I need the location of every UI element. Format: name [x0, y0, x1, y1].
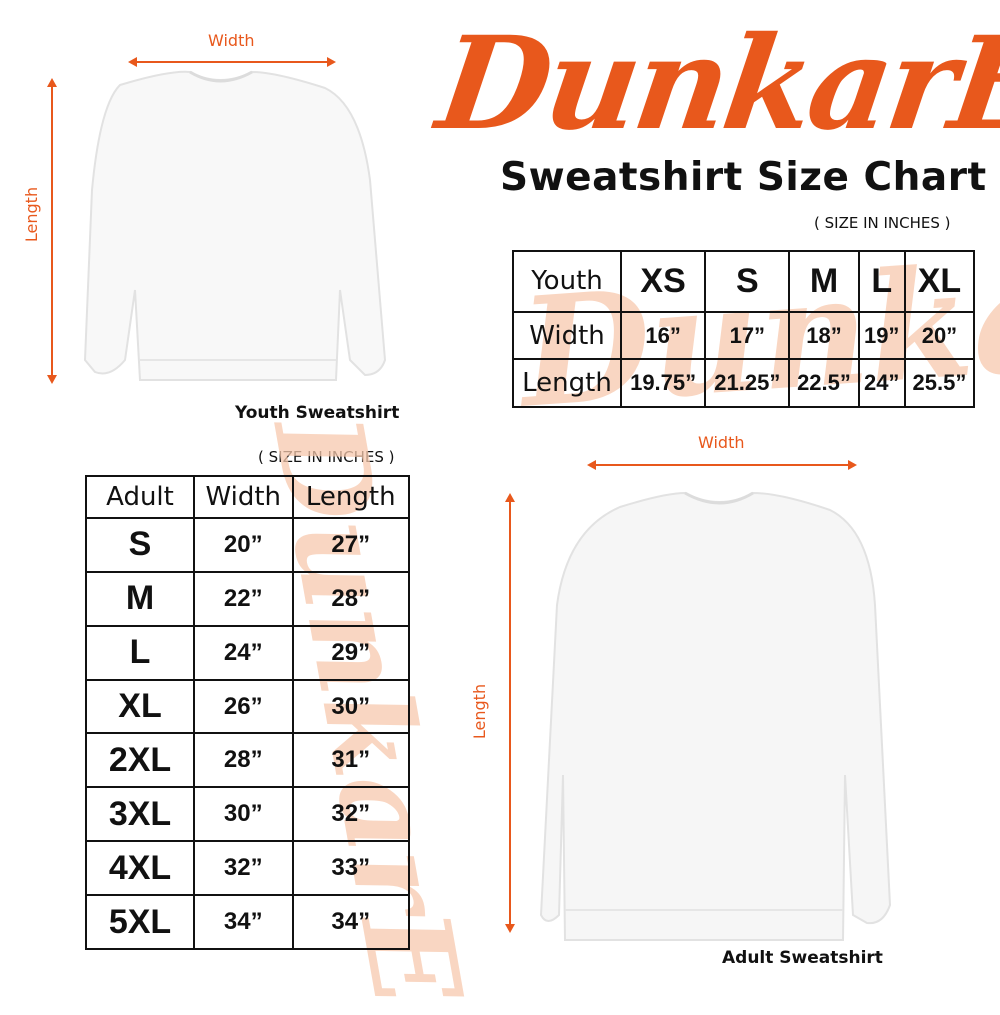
column-header: M — [788, 250, 860, 313]
table-row: 3XL 30” 32” — [85, 786, 411, 843]
row-header: Width — [512, 310, 622, 361]
header-row: Adult Width Length — [85, 474, 411, 520]
adult-length-arrow — [505, 493, 515, 933]
table-cell: 16” — [619, 310, 707, 361]
adult-caption: Adult Sweatshirt — [722, 948, 883, 968]
adult-size-table: Adult Width Length S 20” 27” M 22” 28” L 24” 29” XL 2… — [85, 474, 411, 950]
table-cell: 18” — [788, 310, 860, 361]
table-cell: 34” — [291, 894, 411, 950]
table-row: S 20” 27” — [85, 517, 411, 573]
row-header: XL — [85, 678, 195, 735]
table-cell: 33” — [291, 840, 411, 897]
table-cell: 32” — [193, 840, 294, 897]
row-header: Length — [512, 358, 622, 408]
youth-sweatshirt-image — [83, 70, 387, 381]
table-cell: 19” — [857, 310, 906, 361]
youth-unit-note: ( SIZE IN INCHES ) — [814, 214, 951, 232]
adult-sweatshirt-image — [539, 491, 892, 941]
row-header: L — [85, 624, 195, 681]
table-cell: 27” — [291, 517, 411, 573]
row-header: 4XL — [85, 840, 195, 897]
table-cell: 30” — [193, 786, 294, 843]
adult-length-label: Length — [470, 683, 490, 740]
youth-caption: Youth Sweatshirt — [235, 403, 400, 423]
table-cell: 19.75” — [619, 358, 707, 408]
table-cell: 24” — [857, 358, 906, 408]
page-title: Sweatshirt Size Chart — [500, 155, 987, 200]
table-row: Width 16” 17” 18” 19” 20” — [512, 310, 976, 361]
table-cell: 29” — [291, 624, 411, 681]
column-header: Adult — [85, 474, 195, 520]
table-cell: 32” — [291, 786, 411, 843]
table-row: 5XL 34” 34” — [85, 894, 411, 950]
table-cell: 17” — [704, 310, 791, 361]
table-cell: 24” — [193, 624, 294, 681]
table-row: M 22” 28” — [85, 570, 411, 627]
column-header: Youth — [512, 250, 622, 313]
table-cell: 20” — [193, 517, 294, 573]
table-row: 4XL 32” 33” — [85, 840, 411, 897]
row-header: 5XL — [85, 894, 195, 950]
table-row: 2XL 28” 31” — [85, 732, 411, 789]
row-header: 3XL — [85, 786, 195, 843]
youth-length-label: Length — [22, 186, 42, 243]
table-cell: 25.5” — [903, 358, 976, 408]
table-cell: 21.25” — [704, 358, 791, 408]
column-header: Width — [193, 474, 294, 520]
brand-logo: DunkarE — [429, 9, 1000, 159]
youth-length-arrow — [47, 78, 57, 384]
adult-width-arrow — [587, 460, 857, 470]
table-row: Length 19.75” 21.25” 22.5” 24” 25.5” — [512, 358, 976, 408]
table-cell: 28” — [291, 570, 411, 627]
header-row: Youth XS S M L XL — [512, 250, 976, 313]
table-cell: 20” — [903, 310, 976, 361]
table-row: L 24” 29” — [85, 624, 411, 681]
table-cell: 22.5” — [788, 358, 860, 408]
table-cell: 30” — [291, 678, 411, 735]
table-row: XL 26” 30” — [85, 678, 411, 735]
table-cell: 34” — [193, 894, 294, 950]
column-header: L — [857, 250, 906, 313]
row-header: M — [85, 570, 195, 627]
youth-width-arrow — [128, 57, 336, 67]
table-cell: 22” — [193, 570, 294, 627]
youth-width-label: Width — [208, 31, 255, 50]
column-header: XL — [903, 250, 976, 313]
adult-unit-note: ( SIZE IN INCHES ) — [258, 448, 395, 466]
table-cell: 31” — [291, 732, 411, 789]
column-header: S — [704, 250, 791, 313]
youth-size-table: Youth XS S M L XL Width 16” 17” 18” 19” 20” Length 19… — [512, 250, 976, 408]
row-header: 2XL — [85, 732, 195, 789]
adult-width-label: Width — [698, 433, 745, 452]
table-cell: 26” — [193, 678, 294, 735]
row-header: S — [85, 517, 195, 573]
column-header: Length — [291, 474, 411, 520]
column-header: XS — [619, 250, 707, 313]
table-cell: 28” — [193, 732, 294, 789]
